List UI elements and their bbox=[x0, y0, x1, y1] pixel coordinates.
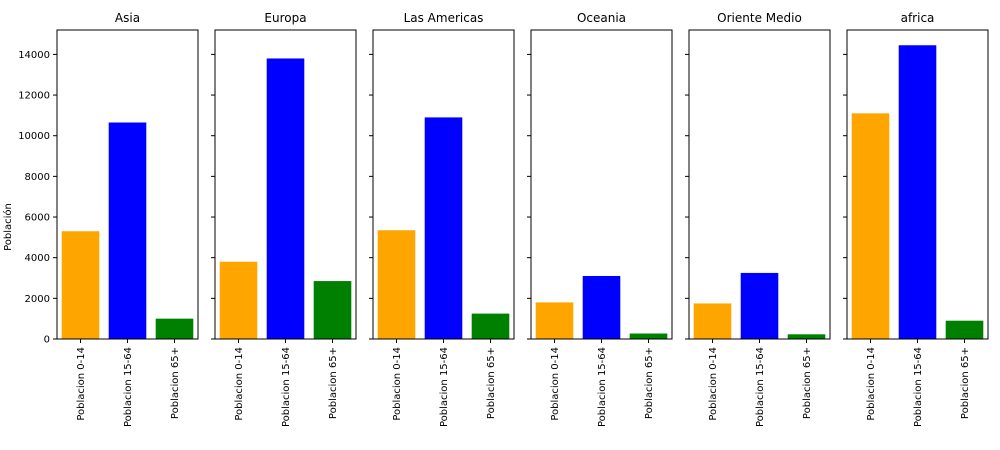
panel-title: Europa bbox=[264, 11, 306, 25]
panel-title: Oceania bbox=[577, 11, 626, 25]
panels: Asia 0 2000 4000 6000 8000 10000 12000 14000 Pobl… bbox=[18, 11, 989, 427]
bar bbox=[945, 320, 984, 339]
x-tick-label: Poblacion 65+ bbox=[960, 347, 971, 419]
y-tick-label: 2000 bbox=[25, 294, 50, 305]
panel-2: Las Americas Poblacion 0-14 Poblacion 15-6… bbox=[369, 11, 515, 427]
x-tick-label: Poblacion 65+ bbox=[802, 347, 813, 419]
bar bbox=[740, 272, 779, 339]
y-tick-label: 4000 bbox=[25, 253, 50, 264]
y-tick-label: 8000 bbox=[25, 172, 50, 183]
x-tick-label: Poblacion 0-14 bbox=[866, 347, 877, 421]
bar bbox=[582, 275, 621, 339]
x-tick-label: Poblacion 65+ bbox=[170, 347, 181, 419]
x-tick-label: Poblacion 65+ bbox=[644, 347, 655, 419]
x-tick-label: Poblacion 0-14 bbox=[550, 347, 561, 421]
panel-5: africa Poblacion 0-14 Poblacion 15-64 Pobla… bbox=[843, 11, 989, 427]
panel-title: Asia bbox=[115, 11, 140, 25]
panel-frame bbox=[56, 29, 199, 340]
bar bbox=[471, 313, 510, 339]
panel-title: Las Americas bbox=[404, 11, 484, 25]
x-tick-label: Poblacion 15-64 bbox=[755, 347, 766, 427]
panel-0: Asia 0 2000 4000 6000 8000 10000 12000 14000 Pobl… bbox=[18, 11, 199, 427]
panel-frame bbox=[530, 29, 673, 340]
bar bbox=[898, 45, 937, 339]
bar bbox=[61, 231, 100, 339]
bar bbox=[424, 117, 463, 339]
bar bbox=[629, 333, 668, 339]
bar bbox=[219, 261, 258, 339]
panel-frame bbox=[214, 29, 357, 340]
x-tick-label: Poblacion 15-64 bbox=[439, 347, 450, 427]
panel-frame bbox=[372, 29, 515, 340]
panel-frame bbox=[688, 29, 831, 340]
bar bbox=[851, 113, 890, 339]
panel-title: Oriente Medio bbox=[717, 11, 802, 25]
y-tick-label: 14000 bbox=[18, 50, 50, 61]
panel-3: Oceania Poblacion 0-14 Poblacion 15-64 Pobl… bbox=[527, 11, 673, 427]
bar bbox=[108, 122, 147, 339]
y-axis-label: Población bbox=[2, 203, 14, 251]
x-tick-label: Poblacion 65+ bbox=[328, 347, 339, 419]
bar bbox=[787, 334, 826, 339]
y-tick-label: 0 bbox=[44, 335, 50, 346]
bar bbox=[155, 318, 194, 339]
panel-1: Europa Poblacion 0-14 Poblacion 15-64 Pobla… bbox=[211, 11, 357, 427]
x-tick-label: Poblacion 15-64 bbox=[281, 347, 292, 427]
panel-4: Oriente Medio Poblacion 0-14 Poblacion 15-… bbox=[685, 11, 831, 427]
x-tick-label: Poblacion 15-64 bbox=[913, 347, 924, 427]
x-tick-label: Poblacion 0-14 bbox=[392, 347, 403, 421]
x-tick-label: Poblacion 0-14 bbox=[76, 347, 87, 421]
bar bbox=[535, 302, 574, 339]
bar bbox=[313, 281, 352, 339]
x-tick-label: Poblacion 0-14 bbox=[708, 347, 719, 421]
x-tick-label: Poblacion 15-64 bbox=[597, 347, 608, 427]
bar bbox=[693, 303, 732, 339]
x-tick-label: Poblacion 65+ bbox=[486, 347, 497, 419]
x-tick-label: Poblacion 15-64 bbox=[123, 347, 134, 427]
bar bbox=[377, 230, 416, 339]
y-tick-label: 10000 bbox=[18, 131, 50, 142]
panel-title: africa bbox=[901, 11, 935, 25]
x-tick-label: Poblacion 0-14 bbox=[234, 347, 245, 421]
panel-frame bbox=[846, 29, 989, 340]
y-tick-label: 12000 bbox=[18, 91, 50, 102]
bar bbox=[266, 58, 305, 340]
y-tick-label: 6000 bbox=[25, 213, 50, 224]
